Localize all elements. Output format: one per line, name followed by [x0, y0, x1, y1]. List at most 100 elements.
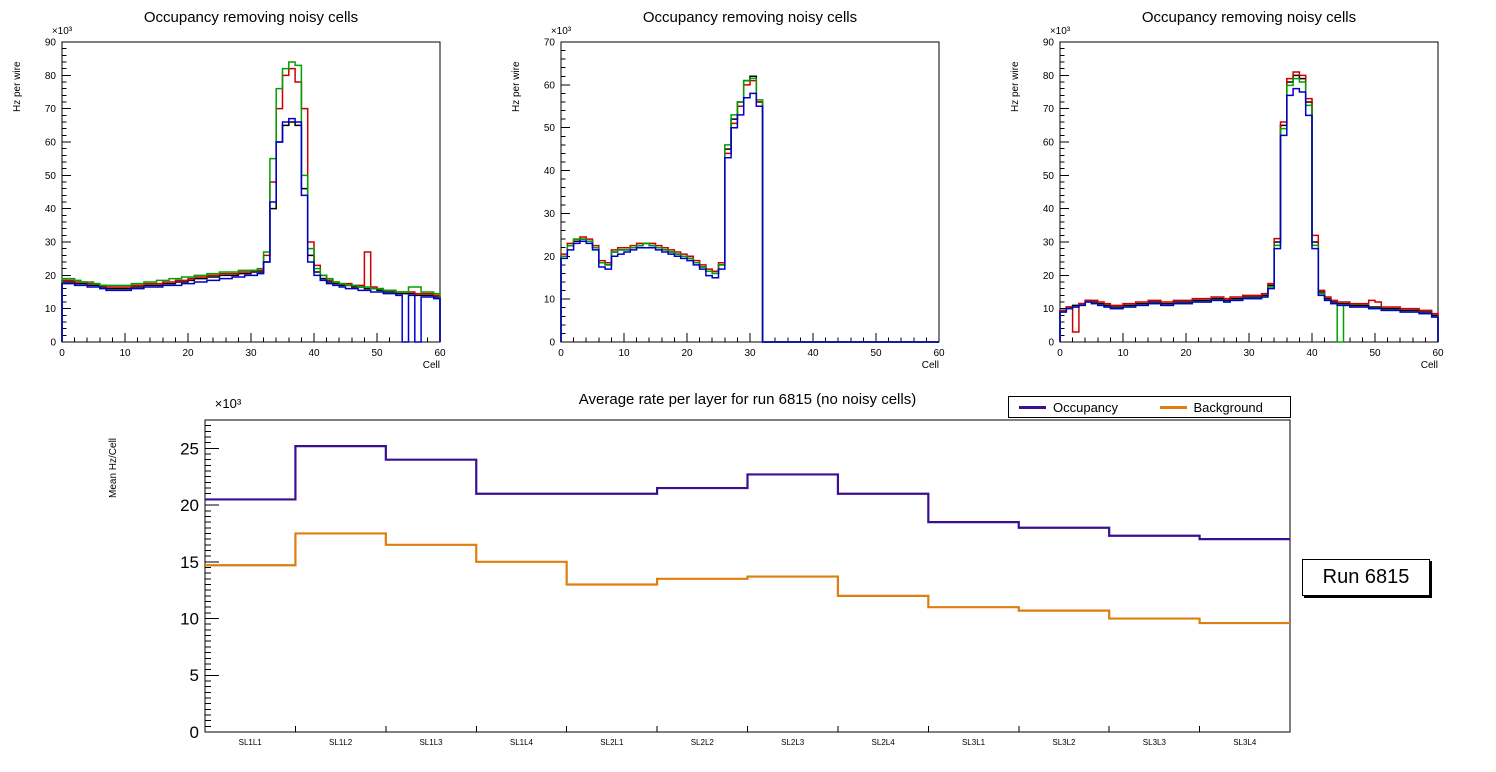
x-tick-label: 40 — [1306, 348, 1318, 359]
series-line-series-2 — [61, 67, 441, 342]
x-tick-label: 50 — [870, 348, 882, 359]
x-tick-label: 50 — [1369, 348, 1381, 359]
y-tick-label: 20 — [45, 271, 57, 282]
y-tick-label: 70 — [45, 104, 57, 115]
x-tick-label: 30 — [245, 348, 257, 359]
y-tick-label: 50 — [1043, 171, 1055, 182]
chart-title: Average rate per layer for run 6815 (no … — [579, 391, 916, 408]
occupancy-hist-right-svg: Occupancy removing noisy cells 0 10 20 30 40 5… — [1010, 9, 1444, 371]
y-tick-label: 70 — [1043, 104, 1055, 115]
x-category-label: SL3L3 — [1143, 738, 1167, 747]
y-tick-label: 30 — [1043, 238, 1055, 249]
y-tick-label: 90 — [45, 38, 57, 49]
x-category-label: SL3L2 — [1052, 738, 1076, 747]
series-line-series-4 — [560, 92, 939, 343]
legend-item-occupancy: Occupancy — [1009, 397, 1150, 417]
y-tick-label: 25 — [180, 439, 199, 458]
occupancy-hist-left-svg: Occupancy removing noisy cells 0 10 20 30 40 5… — [12, 9, 446, 371]
x-category-label: SL1L3 — [419, 738, 443, 747]
y-tick-label: 0 — [1048, 338, 1054, 349]
x-category-label: SL2L1 — [600, 738, 624, 747]
occupancy-legend-label: Occupancy — [1053, 399, 1119, 415]
x-tick-label: 30 — [1243, 348, 1255, 359]
y-tick-label: 50 — [45, 171, 57, 182]
chart-title: Occupancy removing noisy cells — [144, 9, 358, 26]
x-tick-label: 60 — [434, 348, 446, 359]
x-tick-label: 20 — [1180, 348, 1192, 359]
y-tick-label: 40 — [45, 204, 57, 215]
legend-box: Occupancy Background — [1008, 396, 1291, 418]
x-tick-label: 10 — [1117, 348, 1129, 359]
x-tick-label: 20 — [681, 348, 693, 359]
background-legend-label: Background — [1193, 399, 1263, 415]
x-tick-label: 30 — [744, 348, 756, 359]
occupancy-hist-middle-svg: Occupancy removing noisy cells 0 10 20 30 40 5… — [511, 9, 945, 371]
x-category-label: SL1L2 — [329, 738, 353, 747]
y-tick-label: 10 — [45, 304, 57, 315]
x-category-label: SL2L4 — [872, 738, 896, 747]
y-tick-label: 20 — [180, 496, 199, 515]
series-line-series-4 — [1059, 87, 1439, 342]
run-label-box: Run 6815 — [1302, 559, 1430, 596]
y-tick-label: 80 — [45, 71, 57, 82]
y-tick-label: 20 — [544, 252, 556, 263]
y-tick-label: 60 — [1043, 138, 1055, 149]
x-axis-title: Cell — [423, 360, 440, 371]
y-tick-label: 10 — [180, 609, 199, 628]
occupancy-line-sample — [1019, 405, 1046, 409]
y-axis-title: Hz per wire — [511, 61, 522, 112]
x-tick-label: 60 — [1432, 348, 1444, 359]
y-scale-exponent: ×10³ — [215, 396, 242, 411]
y-tick-label: 70 — [544, 38, 556, 49]
x-category-label: SL3L4 — [1233, 738, 1257, 747]
series-line-series-1 — [560, 75, 939, 343]
x-axis-title: Cell — [1421, 360, 1438, 371]
series-line-series-3 — [560, 77, 939, 343]
x-tick-label: 40 — [308, 348, 320, 359]
background-line-sample — [1159, 405, 1187, 409]
y-tick-label: 15 — [180, 553, 199, 572]
average-rate-per-layer-svg: Average rate per layer for run 6815 (no … — [108, 391, 1291, 747]
legend-item-background: Background — [1150, 397, 1291, 417]
x-tick-label: 60 — [933, 348, 945, 359]
x-tick-label: 0 — [59, 348, 65, 359]
x-category-label: SL2L3 — [781, 738, 805, 747]
series-line-series-1 — [61, 121, 441, 342]
panel-occupancy-right: Occupancy removing noisy cells 0 10 20 30 40 5… — [998, 0, 1496, 386]
x-tick-label: 0 — [558, 348, 564, 359]
y-tick-label: 60 — [45, 138, 57, 149]
series-line-series-4 — [61, 117, 441, 343]
x-tick-label: 50 — [371, 348, 383, 359]
y-scale-exponent: ×10³ — [1050, 26, 1071, 37]
y-tick-label: 20 — [1043, 271, 1055, 282]
x-tick-label: 40 — [807, 348, 819, 359]
series-line-series-3 — [61, 61, 441, 342]
y-tick-label: 0 — [190, 723, 199, 742]
y-tick-label: 10 — [544, 295, 556, 306]
x-tick-label: 10 — [119, 348, 131, 359]
y-tick-label: 40 — [1043, 204, 1055, 215]
x-tick-label: 0 — [1057, 348, 1063, 359]
x-tick-label: 20 — [182, 348, 194, 359]
y-axis-title: Hz per wire — [1010, 61, 1021, 112]
series-line-series-2 — [1059, 71, 1439, 342]
run-label-text: Run 6815 — [1322, 566, 1410, 588]
y-tick-label: 90 — [1043, 38, 1055, 49]
series-line-series-1 — [1059, 74, 1439, 342]
x-category-label: SL2L2 — [691, 738, 715, 747]
series-line-Background — [205, 532, 1290, 625]
y-scale-exponent: ×10³ — [551, 26, 572, 37]
y-scale-exponent: ×10³ — [52, 26, 73, 37]
y-tick-label: 5 — [190, 666, 199, 685]
y-tick-label: 30 — [544, 209, 556, 220]
x-category-label: SL3L1 — [962, 738, 986, 747]
y-tick-label: 30 — [45, 238, 57, 249]
x-tick-label: 10 — [618, 348, 630, 359]
x-category-label: SL1L1 — [239, 738, 263, 747]
y-axis-title: Hz per wire — [12, 61, 23, 112]
chart-title: Occupancy removing noisy cells — [1142, 9, 1356, 26]
panel-average-rate: Average rate per layer for run 6815 (no … — [0, 386, 1300, 772]
y-tick-label: 0 — [549, 338, 555, 349]
y-tick-label: 80 — [1043, 71, 1055, 82]
